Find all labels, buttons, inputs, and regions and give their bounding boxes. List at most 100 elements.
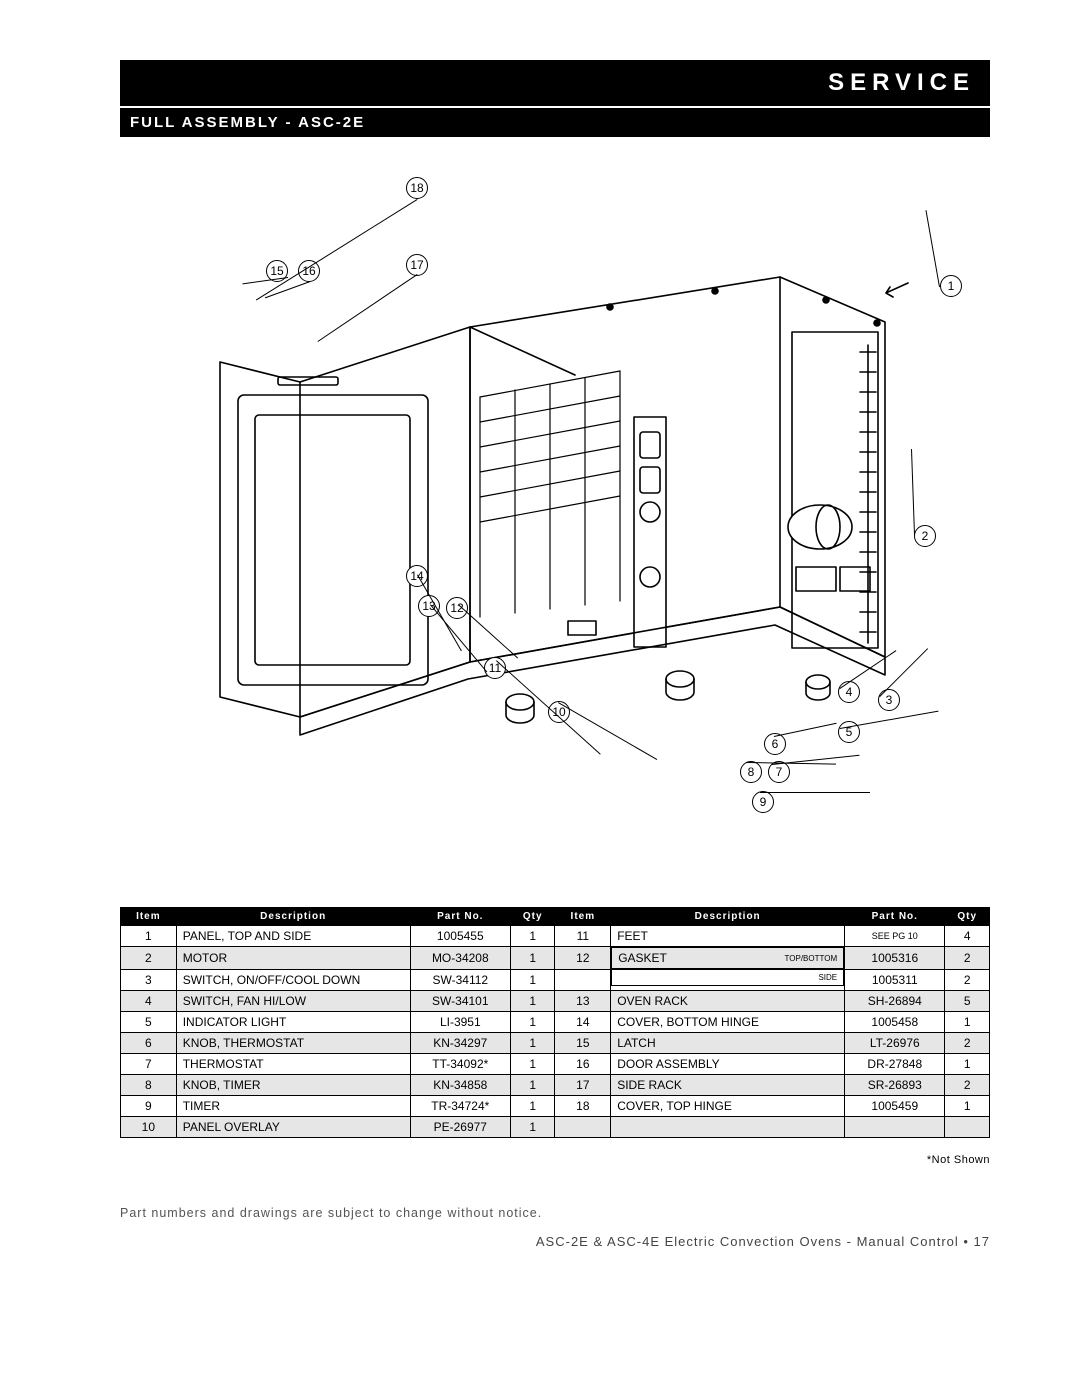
- table-cell: GASKETTOP/BOTTOM: [611, 947, 844, 969]
- table-cell: DOOR ASSEMBLY: [611, 1053, 845, 1074]
- table-cell: 10: [121, 1116, 177, 1137]
- page-footer: ASC-2E & ASC-4E Electric Convection Oven…: [120, 1234, 990, 1249]
- table-row: 2MOTORMO-34208112GASKETTOP/BOTTOM1005316…: [121, 947, 990, 970]
- table-cell: 1005458: [845, 1011, 945, 1032]
- table-cell: 1: [945, 1095, 990, 1116]
- table-cell: SWITCH, ON/OFF/COOL DOWN: [176, 969, 410, 990]
- th-part2: Part No.: [845, 908, 945, 926]
- table-row: 9TIMERTR-34724*118COVER, TOP HINGE100545…: [121, 1095, 990, 1116]
- callout-2: 2: [914, 525, 936, 547]
- not-shown-note: *Not Shown: [120, 1154, 990, 1166]
- table-cell: 1: [510, 1095, 555, 1116]
- table-cell: 18: [555, 1095, 611, 1116]
- callout-9: 9: [752, 791, 774, 813]
- oven-illustration: [180, 217, 920, 777]
- table-cell: LT-26976: [845, 1032, 945, 1053]
- table-row: 6KNOB, THERMOSTATKN-34297115LATCHLT-2697…: [121, 1032, 990, 1053]
- th-part: Part No.: [410, 908, 510, 926]
- table-cell: [555, 1116, 611, 1137]
- table-row: 8KNOB, TIMERKN-34858117SIDE RACKSR-26893…: [121, 1074, 990, 1095]
- table-cell: 1: [510, 969, 555, 990]
- table-cell: 1005459: [845, 1095, 945, 1116]
- table-cell: 16: [555, 1053, 611, 1074]
- table-cell: PANEL, TOP AND SIDE: [176, 926, 410, 947]
- th-item: Item: [121, 908, 177, 926]
- table-cell: 1: [510, 1032, 555, 1053]
- callout-10: 10: [548, 701, 570, 723]
- table-cell: 2: [945, 947, 990, 970]
- table-cell: 4: [121, 990, 177, 1011]
- page-section-header: SERVICE: [120, 60, 990, 106]
- table-cell: 11: [555, 926, 611, 947]
- table-cell: 4: [945, 926, 990, 947]
- table-cell: DR-27848: [845, 1053, 945, 1074]
- table-row: 10PANEL OVERLAYPE-269771: [121, 1116, 990, 1137]
- table-cell: KN-34297: [410, 1032, 510, 1053]
- table-cell: PANEL OVERLAY: [176, 1116, 410, 1137]
- table-cell: 5: [945, 990, 990, 1011]
- table-cell: INDICATOR LIGHT: [176, 1011, 410, 1032]
- table-cell: COVER, BOTTOM HINGE: [611, 1011, 845, 1032]
- table-cell: 12: [555, 947, 611, 970]
- table-cell: 15: [555, 1032, 611, 1053]
- table-cell: LATCH: [611, 1032, 845, 1053]
- table-cell: [845, 1116, 945, 1137]
- th-qty2: Qty: [945, 908, 990, 926]
- th-item2: Item: [555, 908, 611, 926]
- th-desc: Description: [176, 908, 410, 926]
- table-cell: [611, 1116, 845, 1137]
- table-row: 4SWITCH, FAN HI/LOWSW-34101113OVEN RACKS…: [121, 990, 990, 1011]
- table-cell: 5: [121, 1011, 177, 1032]
- table-cell: SR-26893: [845, 1074, 945, 1095]
- table-cell: 1: [510, 990, 555, 1011]
- callout-17: 17: [406, 254, 428, 276]
- table-cell: TIMER: [176, 1095, 410, 1116]
- table-cell: 2: [945, 1074, 990, 1095]
- table-cell: 1: [510, 926, 555, 947]
- table-cell: 6: [121, 1032, 177, 1053]
- table-cell: 1005455: [410, 926, 510, 947]
- callout-4: 4: [838, 681, 860, 703]
- table-row: 1PANEL, TOP AND SIDE1005455111FEETSEE PG…: [121, 926, 990, 947]
- table-cell: TT-34092*: [410, 1053, 510, 1074]
- table-cell: 9: [121, 1095, 177, 1116]
- table-cell: 1005316: [845, 947, 945, 970]
- table-cell: 1: [121, 926, 177, 947]
- leader-line: [760, 792, 870, 793]
- table-cell: 2: [945, 1032, 990, 1053]
- table-cell: TR-34724*: [410, 1095, 510, 1116]
- table-cell: 2: [945, 969, 990, 990]
- exploded-diagram: 181715161234567891011121314: [120, 147, 990, 887]
- table-cell: KNOB, THERMOSTAT: [176, 1032, 410, 1053]
- table-cell: OVEN RACK: [611, 990, 845, 1011]
- table-cell: SW-34101: [410, 990, 510, 1011]
- table-cell: 14: [555, 1011, 611, 1032]
- table-cell: 1: [510, 1116, 555, 1137]
- table-cell: KNOB, TIMER: [176, 1074, 410, 1095]
- table-cell: THERMOSTAT: [176, 1053, 410, 1074]
- table-cell: 1: [510, 947, 555, 970]
- table-cell: KN-34858: [410, 1074, 510, 1095]
- table-cell: FEET: [611, 926, 845, 947]
- callout-12: 12: [446, 597, 468, 619]
- table-row: 3SWITCH, ON/OFF/COOL DOWNSW-341121SIDE10…: [121, 969, 990, 990]
- table-cell: [945, 1116, 990, 1137]
- table-cell: 1: [510, 1011, 555, 1032]
- table-cell: 17: [555, 1074, 611, 1095]
- table-cell: 1: [945, 1011, 990, 1032]
- table-cell: 1: [945, 1053, 990, 1074]
- table-cell: 3: [121, 969, 177, 990]
- table-cell: 8: [121, 1074, 177, 1095]
- page-title: FULL ASSEMBLY - ASC-2E: [120, 108, 990, 137]
- table-cell: PE-26977: [410, 1116, 510, 1137]
- table-cell: SW-34112: [410, 969, 510, 990]
- table-cell: 1: [510, 1053, 555, 1074]
- table-cell: SEE PG 10: [845, 926, 945, 947]
- table-cell: SH-26894: [845, 990, 945, 1011]
- table-cell: LI-3951: [410, 1011, 510, 1032]
- table-cell: 13: [555, 990, 611, 1011]
- table-cell: MO-34208: [410, 947, 510, 970]
- parts-table: Item Description Part No. Qty Item Descr…: [120, 907, 990, 1138]
- table-cell: SWITCH, FAN HI/LOW: [176, 990, 410, 1011]
- table-cell: 2: [121, 947, 177, 970]
